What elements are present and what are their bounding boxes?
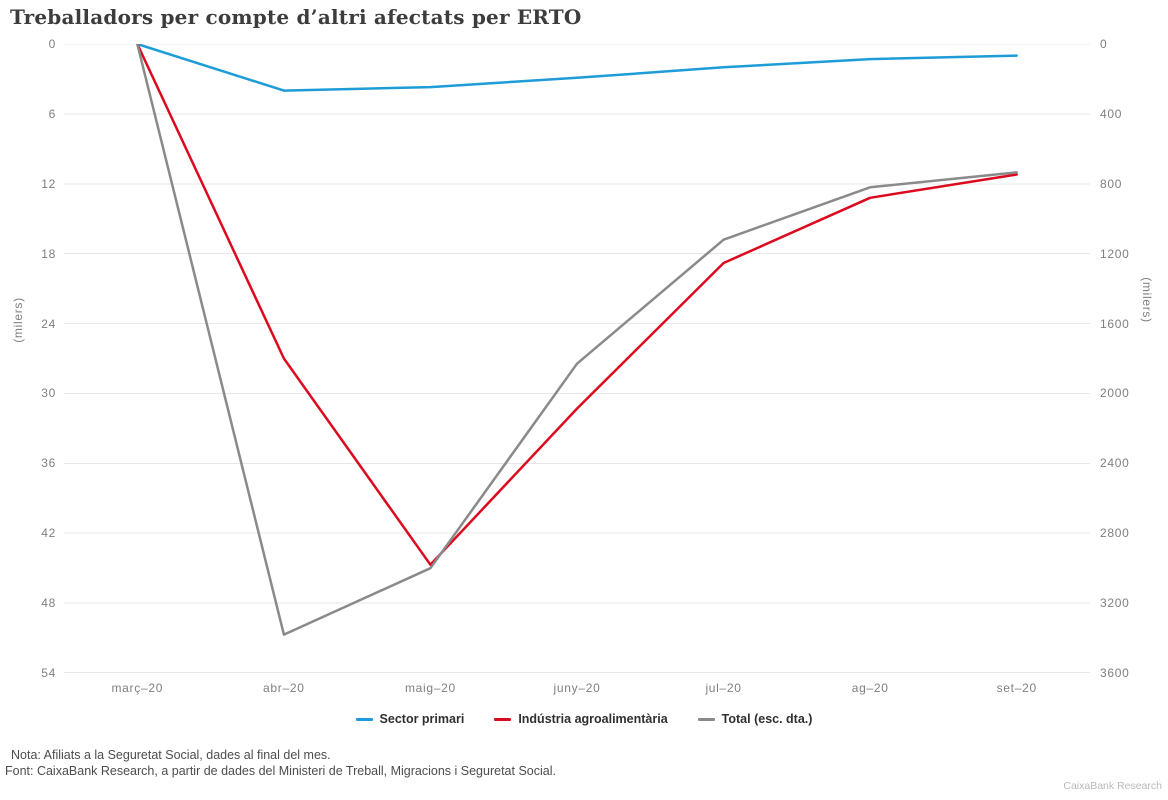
legend-line-marker [697,717,715,721]
y-axis-tick-left: 24 [41,316,56,331]
x-axis-tick: jul–20 [705,681,742,695]
legend-label: Total (esc. dta.) [721,712,813,726]
y-axis-tick-left: 12 [41,176,56,191]
y-axis-tick-right: 2800 [1100,526,1130,541]
y-axis-tick-right: 1600 [1100,316,1130,331]
legend-item-total[interactable]: Total (esc. dta.) [697,712,813,726]
x-axis-tick: ag–20 [851,681,889,695]
legend-line-marker [494,717,512,721]
note-line: Nota: Afiliats a la Seguretat Social, da… [11,748,331,762]
line-chart-plot-area [64,44,1090,673]
legend-item-industria-agroalimentaria[interactable]: Indústria agroalimentària [494,712,668,726]
x-axis-tick: març–20 [111,681,164,695]
series-line-industria-agroalimentaria [136,44,1018,566]
y-axis-tick-left: 48 [41,596,56,611]
y-axis-tick-left: 30 [41,386,56,401]
legend-label: Sector primari [379,712,465,726]
y-axis-tick-right: 400 [1100,106,1123,121]
y-axis-tick-left: 42 [41,526,56,541]
legend-line-marker [355,717,373,721]
series-line-sector-primari [136,44,1018,92]
y-axis-tick-right: 1200 [1100,246,1130,261]
y-axis-tick-right: 3200 [1100,596,1130,611]
y-axis-tick-left: 18 [41,246,56,261]
y-axis-tick-left: 36 [41,456,56,471]
x-axis-tick: abr–20 [263,681,305,695]
y-axis-tick-right: 2400 [1100,456,1130,471]
y-axis-tick-right: 2000 [1100,386,1130,401]
y-axis-tick-right: 800 [1100,176,1123,191]
brand-caixabank-research: CaixaBank Research [1063,780,1162,792]
series-line-total [136,44,1018,636]
x-axis-tick: maig–20 [404,681,456,695]
chart-footnotes: Nota: Afiliats a la Seguretat Social, da… [5,748,556,779]
legend: Sector primari Indústria agroalimentària T… [0,712,1168,726]
y-axis-tick-left: 0 [48,37,56,51]
legend-item-sector-primari[interactable]: Sector primari [355,712,465,726]
legend-label: Indústria agroalimentària [518,712,668,726]
chart-title: Treballadors per compte d’altri afectats… [10,5,582,29]
right-axis-title: (milers) [1140,277,1154,323]
source-line: Font: CaixaBank Research, a partir de da… [5,763,556,778]
y-axis-tick-left: 54 [41,666,56,680]
y-axis-tick-right: 3600 [1100,666,1130,680]
y-axis-tick-left: 6 [48,106,56,121]
x-axis-tick: set–20 [996,681,1037,695]
y-axis-tick-right: 0 [1100,37,1108,51]
x-axis-tick: juny–20 [553,681,601,695]
